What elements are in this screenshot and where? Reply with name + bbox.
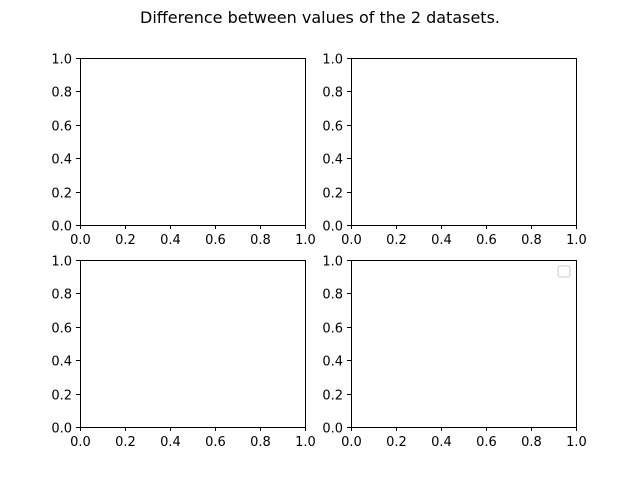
y-tick-label: 0.8 <box>322 86 343 101</box>
x-tick-label: 0.8 <box>250 435 271 450</box>
x-tick-label: 0.0 <box>70 233 91 248</box>
x-tick-label: 1.0 <box>566 233 587 248</box>
axes-frame <box>351 260 577 428</box>
x-tick-label: 0.6 <box>476 435 497 450</box>
y-tick-label: 0.8 <box>51 288 72 303</box>
axes-frame <box>80 58 306 226</box>
x-tick-label: 0.6 <box>476 233 497 248</box>
x-tick-label: 0.6 <box>205 233 226 248</box>
figure-suptitle: Difference between values of the 2 datas… <box>140 8 500 27</box>
x-tick-label: 0.0 <box>341 435 362 450</box>
y-tick-label: 0.6 <box>51 322 72 337</box>
y-tick-label: 0.0 <box>322 422 343 437</box>
x-tick-label: 0.4 <box>160 233 181 248</box>
x-tick-label: 1.0 <box>566 435 587 450</box>
x-tick-label: 0.8 <box>521 435 542 450</box>
x-tick-label: 0.2 <box>115 233 136 248</box>
y-tick-label: 0.6 <box>322 120 343 135</box>
x-tick-label: 1.0 <box>295 435 316 450</box>
x-tick-label: 0.2 <box>386 435 407 450</box>
subplot-3: 0.0 0.2 0.4 0.6 0.8 1.0 0.0 0.2 0.4 0.6 0.8 1.0 <box>51 255 316 451</box>
x-tick-label: 0.4 <box>160 435 181 450</box>
y-tick-label: 0.0 <box>51 220 72 235</box>
axes-frame <box>351 58 577 226</box>
y-tick-label: 0.4 <box>322 153 343 168</box>
axes-frame <box>80 260 306 428</box>
x-tick-label: 0.8 <box>250 233 271 248</box>
x-tick-label: 0.6 <box>205 435 226 450</box>
x-tick-label: 1.0 <box>295 233 316 248</box>
legend-box <box>557 265 571 278</box>
x-tick-label: 0.0 <box>70 435 91 450</box>
y-tick-label: 0.6 <box>51 120 72 135</box>
subplot-4: 0.0 0.2 0.4 0.6 0.8 1.0 0.0 0.2 0.4 0.6 0.8 1.0 <box>322 255 587 451</box>
y-tick-label: 0.0 <box>51 422 72 437</box>
y-tick-label: 0.4 <box>322 355 343 370</box>
y-tick-label: 0.6 <box>322 322 343 337</box>
y-tick-label: 1.0 <box>322 255 343 270</box>
x-tick-label: 0.4 <box>431 233 452 248</box>
x-tick-label: 0.8 <box>521 233 542 248</box>
y-tick-label: 1.0 <box>51 53 72 68</box>
y-tick-label: 1.0 <box>322 53 343 68</box>
y-tick-label: 0.2 <box>51 389 72 404</box>
y-tick-label: 0.0 <box>322 220 343 235</box>
subplot-2: 0.0 0.2 0.4 0.6 0.8 1.0 0.0 0.2 0.4 0.6 0.8 1.0 <box>322 53 587 249</box>
x-tick-label: 0.4 <box>431 435 452 450</box>
y-tick-label: 1.0 <box>51 255 72 270</box>
subplot-1: 0.0 0.2 0.4 0.6 0.8 1.0 0.0 0.2 0.4 0.6 0.8 1.0 <box>51 53 316 249</box>
x-tick-label: 0.0 <box>341 233 362 248</box>
y-tick-label: 0.2 <box>322 389 343 404</box>
y-tick-label: 0.4 <box>51 355 72 370</box>
x-tick-label: 0.2 <box>386 233 407 248</box>
y-tick-label: 0.4 <box>51 153 72 168</box>
y-tick-label: 0.8 <box>51 86 72 101</box>
x-tick-label: 0.2 <box>115 435 136 450</box>
y-tick-label: 0.8 <box>322 288 343 303</box>
y-tick-label: 0.2 <box>322 187 343 202</box>
y-tick-label: 0.2 <box>51 187 72 202</box>
